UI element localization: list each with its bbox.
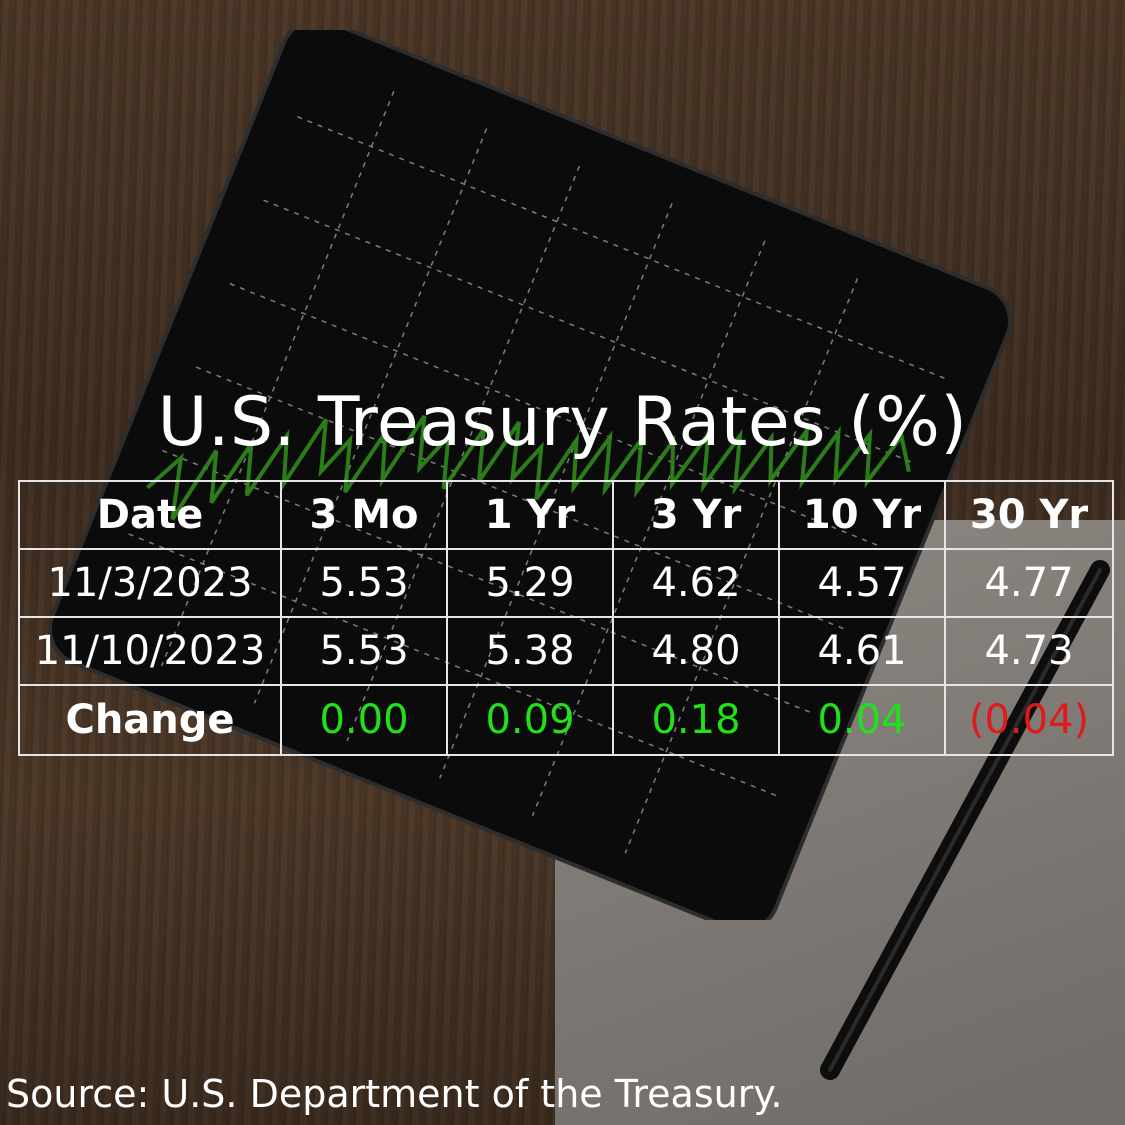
change-cell-positive: 0.09 bbox=[446, 684, 614, 756]
rate-cell: 4.73 bbox=[944, 616, 1114, 686]
header-10yr: 10 Yr bbox=[778, 480, 946, 550]
rate-cell: 5.53 bbox=[280, 616, 448, 686]
chart-title: U.S. Treasury Rates (%) bbox=[157, 383, 968, 462]
header-1yr: 1 Yr bbox=[446, 480, 614, 550]
row-date: 11/3/2023 bbox=[18, 548, 282, 618]
row-date: 11/10/2023 bbox=[18, 616, 282, 686]
change-label: Change bbox=[18, 684, 282, 756]
rate-cell: 4.57 bbox=[778, 548, 946, 618]
header-3yr: 3 Yr bbox=[612, 480, 780, 550]
rate-cell: 5.38 bbox=[446, 616, 614, 686]
header-date: Date bbox=[18, 480, 282, 550]
rate-cell: 4.61 bbox=[778, 616, 946, 686]
rate-cell: 4.80 bbox=[612, 616, 780, 686]
change-cell-negative: (0.04) bbox=[944, 684, 1114, 756]
header-30yr: 30 Yr bbox=[944, 480, 1114, 550]
rate-cell: 5.53 bbox=[280, 548, 448, 618]
table-header-row: Date 3 Mo 1 Yr 3 Yr 10 Yr 30 Yr bbox=[18, 480, 1114, 550]
change-cell-positive: 0.18 bbox=[612, 684, 780, 756]
header-3mo: 3 Mo bbox=[280, 480, 448, 550]
change-row: Change 0.00 0.09 0.18 0.04 (0.04) bbox=[18, 684, 1114, 756]
rate-cell: 4.62 bbox=[612, 548, 780, 618]
rate-cell: 5.29 bbox=[446, 548, 614, 618]
source-note: Source: U.S. Department of the Treasury. bbox=[6, 1072, 783, 1116]
rate-cell: 4.77 bbox=[944, 548, 1114, 618]
table-row: 11/3/2023 5.53 5.29 4.62 4.57 4.77 bbox=[18, 548, 1114, 618]
change-cell-positive: 0.00 bbox=[280, 684, 448, 756]
table-row: 11/10/2023 5.53 5.38 4.80 4.61 4.73 bbox=[18, 616, 1114, 686]
treasury-rates-table: Date 3 Mo 1 Yr 3 Yr 10 Yr 30 Yr 11/3/202… bbox=[18, 480, 1114, 756]
change-cell-positive: 0.04 bbox=[778, 684, 946, 756]
